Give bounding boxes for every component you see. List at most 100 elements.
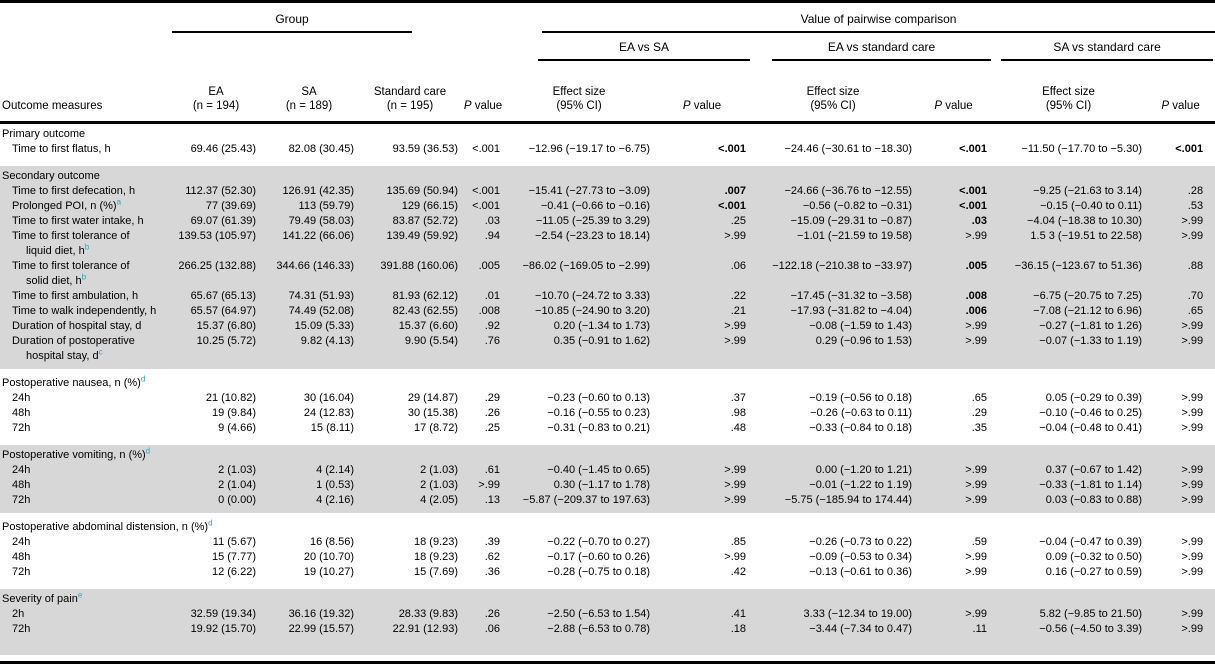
ea-value-cell: 0 (0.00) xyxy=(218,494,256,506)
p-value-cell: .39 xyxy=(484,536,501,548)
outcomes-table: Group Value of pairwise comparison EA vs… xyxy=(0,0,1215,655)
effect-size-cell: 0.16 (−0.27 to 0.59) xyxy=(1045,566,1143,578)
sa-value-cell: 19 (10.27) xyxy=(303,566,354,578)
effect-size-cell: −0.28 (−0.75 to 0.18) xyxy=(547,566,651,578)
p-value-cell: .36 xyxy=(484,566,501,578)
p-value-cell: .42 xyxy=(730,566,747,578)
subgroup-cell: SA vs standard care xyxy=(991,33,1215,61)
p-value-cell: >.99 xyxy=(1181,536,1204,548)
standard-care-value-cell: 15 (7.69) xyxy=(413,566,459,578)
table-row: Duration of postoperative hospital stay, … xyxy=(0,334,1215,369)
ea-value-cell: 69.46 (25.43) xyxy=(190,143,256,155)
effect-size-cell: 0.30 (−1.17 to 1.78) xyxy=(553,479,651,491)
sa-value-cell: 24 (12.83) xyxy=(303,407,354,419)
p-value-cell: .03 xyxy=(484,215,501,227)
effect-size-cell: 0.00 (−1.20 to 1.21) xyxy=(815,464,913,476)
p-value-cell: .005 xyxy=(478,260,501,272)
effect-size-cell: 0.03 (−0.83 to 0.88) xyxy=(1045,494,1143,506)
section-title: Primary outcome xyxy=(2,128,86,140)
standard-care-column-header: Standard care (n = 195) xyxy=(358,61,463,124)
sa-value-cell: 15.09 (5.33) xyxy=(294,320,354,332)
outcome-label: 72h xyxy=(12,422,31,434)
p-value-cell: .26 xyxy=(484,407,501,419)
effect-size-cell: 0.35 (−0.91 to 1.62) xyxy=(553,335,651,347)
sa-value-cell: 36.16 (19.32) xyxy=(288,608,354,620)
p-value-cell: >.99 xyxy=(965,230,988,242)
outcome-label: Duration of postoperative hospital stay, … xyxy=(12,335,135,362)
p-value-cell: .37 xyxy=(730,392,747,404)
effect-size-cell: 0.29 (−0.96 to 1.53) xyxy=(815,335,913,347)
table-row: Time to first tolerance of solid diet, hb… xyxy=(0,259,1215,289)
outcome-label: 2h xyxy=(12,608,25,620)
effect-size-cell: −0.23 (−0.60 to 0.13) xyxy=(547,392,651,404)
effect-size-cell: −0.01 (−1.22 to 1.19) xyxy=(809,479,913,491)
sa-value-cell: 141.22 (66.06) xyxy=(282,230,354,242)
sa-value-cell: 344.66 (146.33) xyxy=(276,260,354,272)
ea-value-cell: 32.59 (19.34) xyxy=(190,608,256,620)
sa-value-cell: 9.82 (4.13) xyxy=(300,335,354,347)
p-value-cell: >.99 xyxy=(1181,320,1204,332)
p-value-cell: >.99 xyxy=(965,566,988,578)
table-row: Time to first tolerance of liquid diet, h… xyxy=(0,229,1215,259)
table-row: 2h 32.59 (19.34) 36.16 (19.32) 28.33 (9.83)… xyxy=(0,607,1215,622)
effect-size-cell: −10.70 (−24.72 to 3.33) xyxy=(535,290,651,302)
effect-size-cell: −0.19 (−0.56 to 0.18) xyxy=(809,392,913,404)
sa-value-cell: 126.91 (42.35) xyxy=(282,185,354,197)
p-value-cell: >.99 xyxy=(1181,464,1204,476)
standard-care-value-cell: 129 (66.15) xyxy=(401,200,459,212)
table-row: 24h 2 (1.03) 4 (2.14) 2 (1.03) .61 −0.40 (−1.… xyxy=(0,463,1215,478)
p-value-cell: <.001 xyxy=(959,143,988,155)
p-value-cell: .94 xyxy=(484,230,501,242)
ea-value-cell: 2 (1.04) xyxy=(218,479,256,491)
table-header: Group Value of pairwise comparison EA vs… xyxy=(0,2,1215,124)
p-value-cell: .65 xyxy=(1187,305,1204,317)
effect-size-cell: −0.10 (−0.46 to 0.25) xyxy=(1039,407,1143,419)
p-value-cell: >.99 xyxy=(965,551,988,563)
sa-value-cell: 79.49 (58.03) xyxy=(288,215,354,227)
standard-care-value-cell: 15.37 (6.60) xyxy=(398,320,459,332)
p-value-cell: >.99 xyxy=(724,494,747,506)
effect-size-cell: −6.75 (−20.75 to 7.25) xyxy=(1033,290,1143,302)
p-value-cell: .13 xyxy=(484,494,501,506)
outcome-label: Time to first tolerance of solid diet, hb xyxy=(12,260,130,287)
table-row: 48h 15 (7.77) 20 (10.70) 18 (9.23) .62 −0.17 … xyxy=(0,550,1215,565)
p-value-cell: .006 xyxy=(965,305,988,317)
ea-value-cell: 10.25 (5.72) xyxy=(196,335,256,347)
effect-size-cell: 0.37 (−0.67 to 1.42) xyxy=(1045,464,1143,476)
outcome-label: Time to first flatus, h xyxy=(12,143,111,155)
effect-size-cell: −5.75 (−185.94 to 174.44) xyxy=(784,494,913,506)
p-value-cell: >.99 xyxy=(1181,230,1204,242)
p-value-cell: .06 xyxy=(484,623,501,635)
effect-size-cell: −17.45 (−31.32 to −3.58) xyxy=(790,290,913,302)
p-value-cell: >.99 xyxy=(724,230,747,242)
sa-value-cell: 74.49 (52.08) xyxy=(288,305,354,317)
ea-value-cell: 139.53 (105.97) xyxy=(178,230,256,242)
effect-size-cell: −0.26 (−0.63 to 0.11) xyxy=(810,407,913,419)
p-value-cell: >.99 xyxy=(1181,623,1204,635)
outcome-label: Time to walk independently, h xyxy=(12,305,157,317)
p-value-cell: .48 xyxy=(730,422,747,434)
p-value-column-header: P value xyxy=(462,61,505,124)
ea-value-cell: 65.67 (65.13) xyxy=(190,290,256,302)
section-header-row: Primary outcome xyxy=(0,123,1215,143)
effect-size-cell: 5.82 (−9.85 to 21.50) xyxy=(1039,608,1143,620)
p-value-cell: .35 xyxy=(971,422,988,434)
outcome-label: 72h xyxy=(12,623,31,635)
effect-size-cell: −0.22 (−0.70 to 0.27) xyxy=(547,536,651,548)
sa-value-cell: 82.08 (30.45) xyxy=(288,143,354,155)
standard-care-value-cell: 22.91 (12.93) xyxy=(392,623,459,635)
p-value-cell: .28 xyxy=(1187,185,1204,197)
p-value-cell: >.99 xyxy=(1181,566,1204,578)
outcome-label: Time to first defecation, h xyxy=(12,185,136,197)
p-value-cell: <.001 xyxy=(472,143,501,155)
standard-care-value-cell: 2 (1.03) xyxy=(420,464,459,476)
standard-care-value-cell: 17 (8.72) xyxy=(413,422,459,434)
effect-size-column-header: Effect size (95% CI) xyxy=(750,61,917,124)
header-group-row: Group Value of pairwise comparison xyxy=(0,2,1215,33)
table-row: 24h 11 (5.67) 16 (8.56) 18 (9.23) .39 −0.22 (… xyxy=(0,535,1215,550)
standard-care-value-cell: 83.87 (52.72) xyxy=(392,215,459,227)
p-value-cell: .65 xyxy=(971,392,988,404)
ea-value-cell: 19.92 (15.70) xyxy=(190,623,256,635)
table-row: Prolonged POI, n (%)a 77 (39.69) 113 (59.7… xyxy=(0,198,1215,214)
ea-column-header: EA (n = 194) xyxy=(172,61,260,124)
